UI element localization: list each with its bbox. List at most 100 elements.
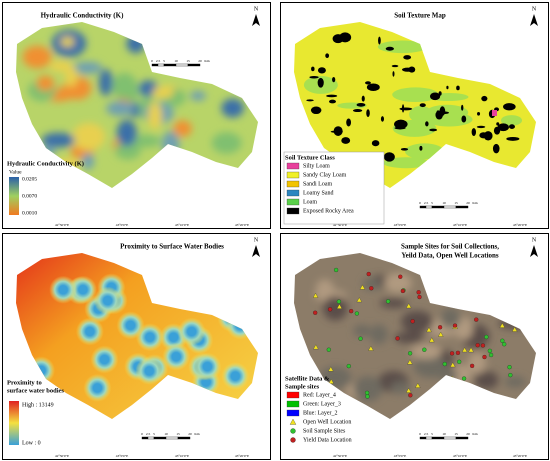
- scale-segment: [177, 436, 191, 440]
- legend-swatch: [286, 171, 300, 179]
- legend-title: surface water bodies: [7, 387, 64, 394]
- rocky-area: [506, 137, 520, 141]
- soil-site-marker: [364, 390, 370, 396]
- terrain-patch: [379, 298, 408, 309]
- legend-title: Satellite Data &: [285, 375, 330, 382]
- rocky-area: [401, 67, 414, 72]
- conductivity-zone: [147, 101, 163, 130]
- conductivity-zone: [211, 132, 242, 154]
- longitude-label: 43°20'0"E: [235, 454, 249, 458]
- panel-title: Proximity to Surface Water Bodies: [120, 243, 224, 251]
- scale-label: 5: [431, 432, 433, 436]
- water-body-buffer: [193, 352, 222, 381]
- rocky-area: [310, 106, 322, 115]
- legend-swatch: [286, 391, 300, 399]
- conductivity-zone: [221, 98, 244, 118]
- rocky-area: [306, 99, 314, 102]
- longitude-label: 43°10'0"E: [175, 223, 189, 227]
- scale-label: 20: [466, 432, 470, 436]
- rocky-area: [461, 104, 464, 111]
- north-arrow: [530, 245, 538, 257]
- legend-title: Soil Texture Class: [285, 154, 335, 161]
- legend-ramp: [9, 401, 19, 445]
- rocky-area: [483, 131, 493, 141]
- panel-title: Sample Sites for Soil Collections,: [401, 243, 499, 251]
- legend-label: Green: Layer_3: [303, 401, 341, 407]
- rocky-area: [394, 126, 406, 130]
- well-marker: [437, 331, 444, 337]
- map-panel: Proximity to Surface Water Bodies N 0 2.5 5 1…: [2, 233, 271, 460]
- soil-zone: [492, 110, 497, 116]
- panel-title: Yeild Data, Open Well Locations: [401, 252, 499, 260]
- legend-swatch: [286, 180, 300, 188]
- north-label: N: [254, 6, 259, 12]
- terrain-patch: [410, 343, 443, 360]
- soil-site-marker: [502, 342, 507, 347]
- scale-label: Km: [472, 432, 478, 436]
- rocky-area: [399, 107, 413, 111]
- legend-swatch: [286, 162, 300, 170]
- longitude-label: 43°20'0"E: [513, 223, 527, 227]
- yield-marker: [366, 271, 371, 277]
- legend-label: Blue: Layer_2: [303, 410, 338, 416]
- rocky-area: [508, 124, 515, 129]
- scale-label: 0: [419, 432, 421, 436]
- map-panel: Soil Texture Map N 0 2.5 5 10 15 20 Km 42°50'0"E 4…: [280, 2, 549, 229]
- rocky-area: [365, 81, 371, 85]
- scale-label: 2.5: [424, 432, 429, 436]
- soil-site-marker: [442, 361, 447, 367]
- soil-site-marker: [354, 311, 360, 316]
- longitude-label: 42°50'0"E: [333, 454, 347, 458]
- well-marker: [328, 378, 335, 384]
- soil-zone: [500, 115, 523, 126]
- scale-segment: [419, 436, 427, 440]
- well-marker: [415, 382, 421, 388]
- yield-marker: [449, 351, 455, 356]
- region-map: [294, 253, 536, 419]
- rocky-area: [419, 145, 423, 151]
- rocky-area: [317, 67, 326, 74]
- yield-marker: [417, 294, 422, 300]
- legend-swatch: [289, 418, 297, 425]
- water-body-buffer: [116, 311, 145, 340]
- rocky-area: [317, 77, 324, 88]
- terrain-patch: [353, 324, 371, 337]
- well-marker: [499, 322, 506, 328]
- rocky-area: [341, 137, 351, 144]
- rocky-area: [456, 85, 460, 91]
- well-marker: [328, 366, 334, 372]
- north-arrow: [252, 14, 260, 26]
- rocky-area: [392, 71, 395, 77]
- terrain: [314, 272, 531, 402]
- conductivity-zone: [36, 75, 55, 91]
- longitude-label: 43°10'0"E: [453, 223, 467, 227]
- legend-label: 0.0070: [22, 193, 37, 199]
- rocky-area: [437, 111, 450, 115]
- yield-marker: [480, 343, 486, 348]
- rocky-area: [394, 119, 408, 129]
- legend-ramp: [9, 177, 19, 215]
- legend-swatch: [286, 189, 300, 197]
- longitude-label: 42°50'0"E: [55, 454, 69, 458]
- conductivity-zone: [173, 120, 192, 137]
- scale-label: 5: [153, 432, 155, 436]
- scale-label: Km: [204, 59, 210, 63]
- water-body-buffer: [221, 362, 250, 391]
- legend-label: High : 13149: [22, 402, 54, 408]
- terrain-patch: [353, 376, 383, 402]
- rocky-area: [326, 94, 338, 98]
- longitude-label: 43°10'0"E: [175, 454, 189, 458]
- legend-label: Sandy Clay Loam: [303, 172, 347, 178]
- legend-title: Hydraulic Conductivity (K): [7, 160, 84, 167]
- soil-site-marker: [488, 352, 494, 358]
- conductivity-zone: [111, 72, 137, 100]
- water-body-buffer: [162, 342, 191, 371]
- yield-marker: [469, 363, 475, 369]
- scale-label: 2.5: [424, 201, 429, 205]
- rocky-area: [461, 115, 467, 123]
- rocky-area: [446, 85, 449, 90]
- well-marker: [426, 327, 432, 333]
- scale-segment: [455, 436, 469, 440]
- yield-marker: [452, 323, 458, 328]
- terrain-patch: [370, 324, 388, 345]
